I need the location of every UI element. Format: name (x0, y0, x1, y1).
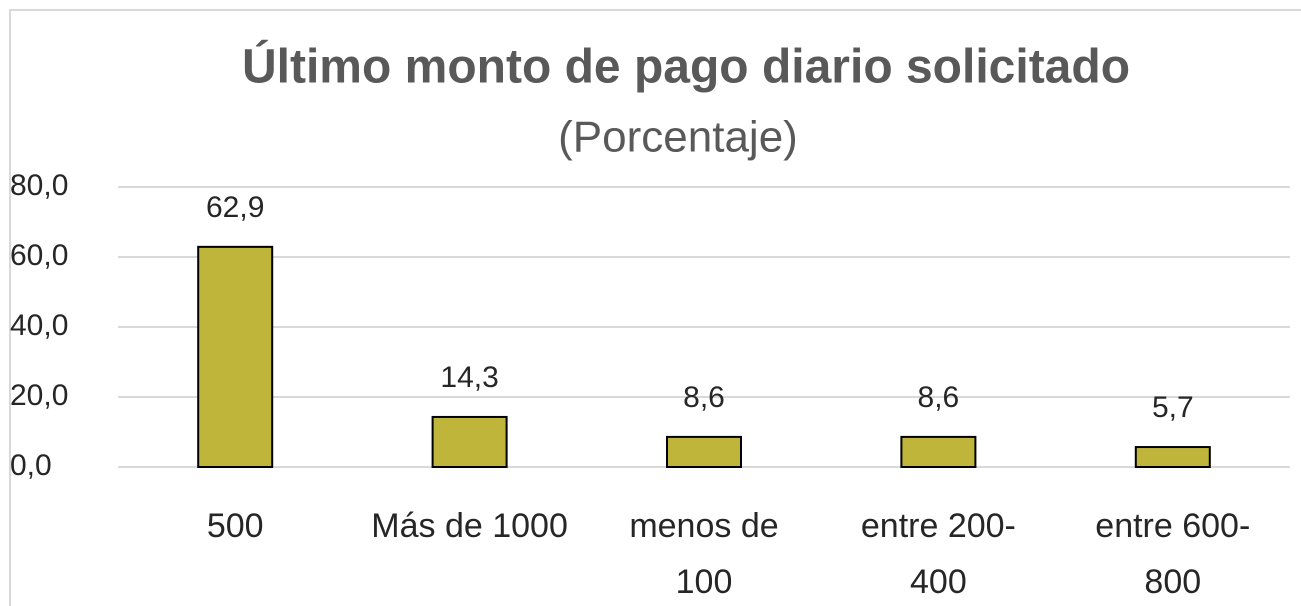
x-tick-label: entre 200-400 (860, 507, 1016, 601)
value-label: 8,6 (918, 381, 960, 414)
bar (666, 435, 742, 468)
x-tick-label: entre 600-800 (1095, 507, 1251, 601)
y-tick-label: 40,0 (10, 309, 68, 342)
x-tick-label: menos de 100 (629, 507, 779, 601)
chart-title: Último monto de pago diario solicitado (242, 39, 1130, 94)
bar (900, 435, 977, 468)
y-tick-label: 20,0 (10, 379, 68, 412)
value-label: 14,3 (440, 361, 498, 394)
bar (197, 245, 274, 468)
bar (431, 415, 508, 469)
value-label: 8,6 (683, 381, 725, 414)
value-label: 62,9 (206, 191, 264, 224)
y-tick-label: 60,0 (10, 239, 68, 272)
x-tick-label: 500 (206, 507, 264, 545)
bar (1134, 446, 1211, 468)
x-tick-label: Más de 1000 (371, 507, 568, 545)
y-tick-label: 80,0 (10, 169, 68, 202)
chart-frame (9, 9, 1301, 606)
y-tick-label: 0,0 (10, 449, 52, 482)
value-label: 5,7 (1152, 391, 1194, 424)
chart-subtitle: (Porcentaje) (558, 113, 798, 162)
